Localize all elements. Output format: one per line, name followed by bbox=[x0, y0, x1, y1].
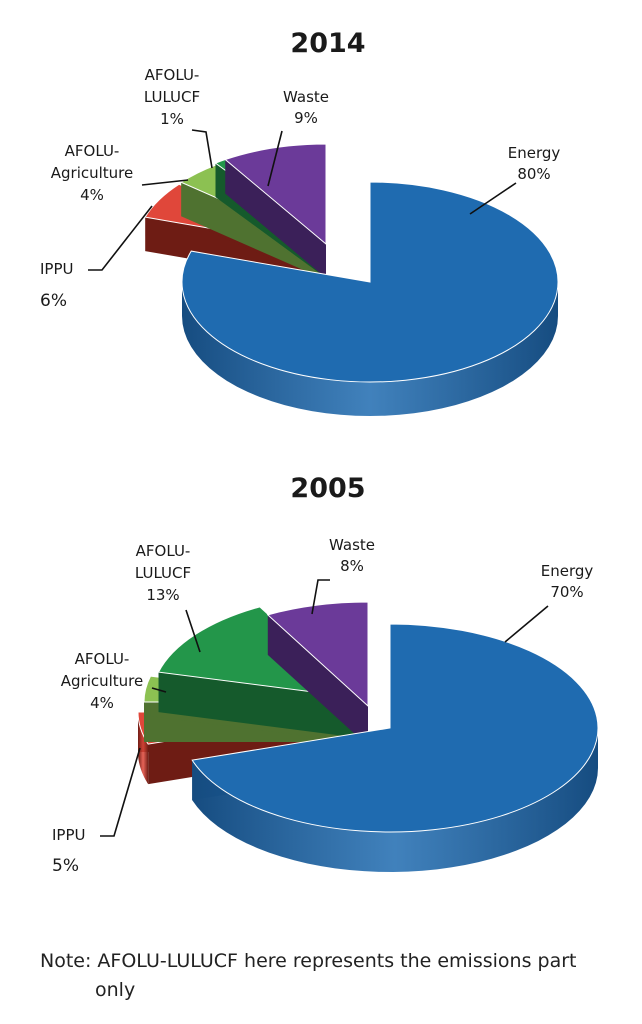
label-waste-2005: Waste 8% bbox=[329, 536, 375, 575]
slice-top bbox=[181, 181, 559, 383]
labels-2005: Energy 70% Waste 8% AFOLU-LULUCF 13% AFOLU-… bbox=[52, 536, 593, 876]
leader-agri-2005 bbox=[151, 687, 167, 693]
slice-side bbox=[192, 728, 599, 872]
label-waste-2014: Waste 9% bbox=[283, 88, 329, 127]
leader-lulucf-2005 bbox=[185, 609, 201, 653]
leader-energy-2005 bbox=[504, 605, 549, 643]
chart-note: Note: AFOLU-LULUCF here represents the e… bbox=[40, 950, 576, 972]
label-energy-2005: Energy 70% bbox=[541, 562, 594, 601]
slice-wall bbox=[181, 182, 326, 280]
leader-waste-2014 bbox=[267, 130, 283, 187]
slice-waste bbox=[224, 143, 327, 278]
leader-ippu-2005 bbox=[100, 747, 141, 837]
slice-wall bbox=[225, 159, 326, 278]
chart-note-cont: only bbox=[95, 979, 135, 1001]
slice-wall bbox=[267, 614, 368, 746]
slice-side bbox=[138, 712, 149, 785]
label-agri-2005: AFOLU-Agriculture 4% bbox=[61, 650, 144, 712]
label-agri-2014: AFOLU-Agriculture 4% bbox=[51, 142, 134, 204]
chart-title-2014: 2014 bbox=[290, 28, 365, 59]
slice-top bbox=[191, 623, 599, 833]
leader-agri-2014 bbox=[141, 179, 189, 186]
slice-wall bbox=[145, 217, 324, 282]
label-lulucf-2014: AFOLU-LULUCF 1% bbox=[144, 66, 200, 128]
slice-wall bbox=[158, 672, 360, 738]
pie-2005 bbox=[137, 601, 599, 872]
pie-2014 bbox=[144, 143, 559, 416]
slice-top bbox=[224, 143, 327, 246]
leader-waste-2005 bbox=[311, 579, 330, 615]
leader-lulucf-2014 bbox=[191, 129, 213, 169]
chart-title-2005: 2005 bbox=[290, 473, 365, 504]
leader-ippu-2014 bbox=[88, 205, 153, 271]
slice-waste bbox=[266, 601, 369, 746]
leader-energy-2014 bbox=[469, 182, 517, 215]
slice-side bbox=[182, 282, 558, 416]
slice-energy bbox=[181, 181, 559, 416]
labels-2014: Energy 80% Waste 9% AFOLU-LULUCF 1% AFOLU-A… bbox=[40, 66, 560, 311]
label-ippu-2014: IPPU 6% bbox=[40, 260, 74, 311]
label-ippu-2005: IPPU 5% bbox=[52, 826, 86, 876]
label-energy-2014: Energy 80% bbox=[508, 144, 561, 183]
slice-top bbox=[266, 601, 369, 708]
slice-energy bbox=[191, 623, 599, 872]
label-lulucf-2005: AFOLU-LULUCF 13% bbox=[135, 542, 191, 604]
